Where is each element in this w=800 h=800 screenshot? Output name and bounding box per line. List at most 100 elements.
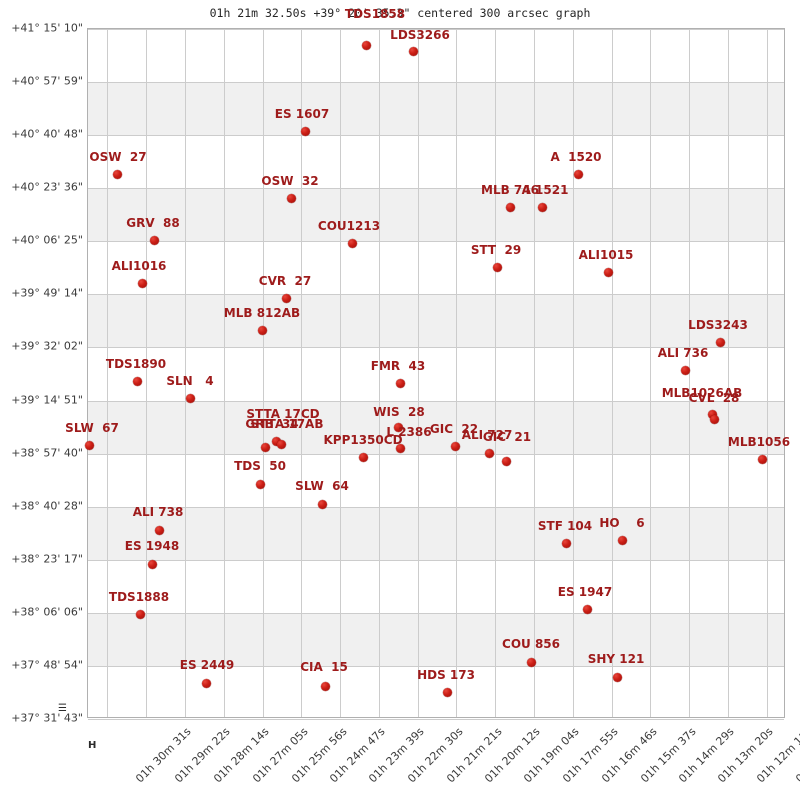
star-marker[interactable]: [201, 678, 211, 688]
star-marker[interactable]: [408, 46, 418, 56]
star-marker[interactable]: [505, 202, 515, 212]
star-label: SHY 121: [587, 652, 645, 666]
star-marker[interactable]: [132, 376, 142, 386]
star-marker[interactable]: [276, 439, 286, 449]
star-marker[interactable]: [147, 559, 157, 569]
gridline-horizontal: [88, 666, 784, 667]
x-axis: 01h 30m 31s 01h 29m 22s 01h 28m 14s 01h 27m…: [87, 719, 800, 799]
gridline-horizontal: [88, 294, 784, 295]
star-label: OSW 32: [261, 174, 319, 188]
star-marker[interactable]: [358, 452, 368, 462]
star-marker[interactable]: [492, 262, 502, 272]
star-label: STTA 17CD: [246, 407, 320, 421]
y-axis-tick-label: +41° 15' 10": [11, 21, 83, 35]
star-marker[interactable]: [484, 448, 494, 458]
star-marker[interactable]: [260, 442, 270, 452]
star-marker[interactable]: [361, 40, 371, 50]
star-label: MLB1026AB: [661, 386, 743, 400]
star-marker[interactable]: [281, 293, 291, 303]
star-label: GRB 34: [245, 417, 299, 431]
star-label: COU1213: [317, 219, 381, 233]
star-marker[interactable]: [257, 325, 267, 335]
star-label: CVL 28: [688, 391, 740, 405]
star-label: STTA 17AB: [250, 417, 324, 431]
east-marker: H: [88, 740, 97, 751]
star-marker[interactable]: [395, 443, 405, 453]
star-marker[interactable]: [255, 479, 265, 489]
star-marker[interactable]: [450, 441, 460, 451]
star-marker[interactable]: [612, 672, 622, 682]
page-title: 01h 21m 32.50s +39° 20' 35.3" centered 3…: [209, 6, 591, 20]
star-marker[interactable]: [393, 422, 403, 432]
star-marker[interactable]: [149, 235, 159, 245]
star-marker[interactable]: [537, 202, 547, 212]
gridline-vertical: [224, 29, 225, 717]
star-label: STT 29: [470, 243, 522, 257]
star-marker[interactable]: [715, 337, 725, 347]
y-axis-tick-label: +39° 32' 02": [11, 339, 83, 353]
star-label: CIA 15: [300, 660, 348, 674]
gridline-horizontal: [88, 719, 784, 720]
star-label: MLB1056: [727, 435, 791, 449]
gridline-vertical: [728, 29, 729, 717]
star-label: GIC 21: [482, 430, 532, 444]
star-marker[interactable]: [112, 169, 122, 179]
star-label: L 2386: [386, 425, 432, 439]
star-marker[interactable]: [154, 525, 164, 535]
star-label: ES 2449: [179, 658, 235, 672]
y-axis-tick-label: +38° 40' 28": [11, 499, 83, 513]
plot-band: [88, 506, 784, 560]
star-marker[interactable]: [320, 681, 330, 691]
star-label: WIS 28: [373, 405, 425, 419]
star-label: TDS1888: [108, 590, 170, 604]
star-marker[interactable]: [617, 535, 627, 545]
gridline-horizontal: [88, 241, 784, 242]
y-axis-tick-label: +40° 57' 59": [11, 74, 83, 88]
gridline-vertical: [456, 29, 457, 717]
plot-band: [88, 82, 784, 136]
star-label: HO 6: [599, 516, 645, 530]
plot-area: [87, 28, 785, 720]
north-marker: ☰: [58, 703, 67, 714]
star-marker[interactable]: [317, 499, 327, 509]
star-label: ES 1947: [557, 585, 613, 599]
star-marker[interactable]: [442, 687, 452, 697]
star-label: A 1520: [550, 150, 602, 164]
star-label: MLB 746: [481, 183, 539, 197]
gridline-vertical: [573, 29, 574, 717]
star-marker[interactable]: [395, 378, 405, 388]
star-label: A 1521: [521, 183, 569, 197]
star-marker[interactable]: [501, 456, 511, 466]
star-marker[interactable]: [185, 393, 195, 403]
star-marker[interactable]: [582, 604, 592, 614]
plot-band: [88, 294, 784, 348]
plot-band: [88, 400, 784, 454]
star-marker[interactable]: [709, 414, 719, 424]
gridline-vertical: [689, 29, 690, 717]
star-marker[interactable]: [680, 365, 690, 375]
y-axis-tick-label: +39° 49' 14": [11, 286, 83, 300]
star-label: ALI 738: [132, 505, 184, 519]
plot-band: [88, 612, 784, 666]
star-marker[interactable]: [84, 440, 94, 450]
star-marker[interactable]: [526, 657, 536, 667]
star-label: SLW 67: [65, 421, 119, 435]
star-marker[interactable]: [137, 278, 147, 288]
y-axis: +41° 15' 10" +40° 57' 59" +40° 40' 48" +40°…: [0, 22, 83, 725]
star-marker[interactable]: [300, 126, 310, 136]
gridline-vertical: [612, 29, 613, 717]
star-marker[interactable]: [757, 454, 767, 464]
star-label: ALI 736: [657, 346, 709, 360]
star-marker[interactable]: [561, 538, 571, 548]
star-marker[interactable]: [286, 193, 296, 203]
star-label: ES 1948: [124, 539, 180, 553]
star-marker[interactable]: [271, 436, 281, 446]
gridline-horizontal: [88, 613, 784, 614]
gridline-vertical: [263, 29, 264, 717]
star-marker[interactable]: [707, 409, 717, 419]
star-marker[interactable]: [135, 609, 145, 619]
star-marker[interactable]: [347, 238, 357, 248]
star-marker[interactable]: [573, 169, 583, 179]
star-marker[interactable]: [603, 267, 613, 277]
